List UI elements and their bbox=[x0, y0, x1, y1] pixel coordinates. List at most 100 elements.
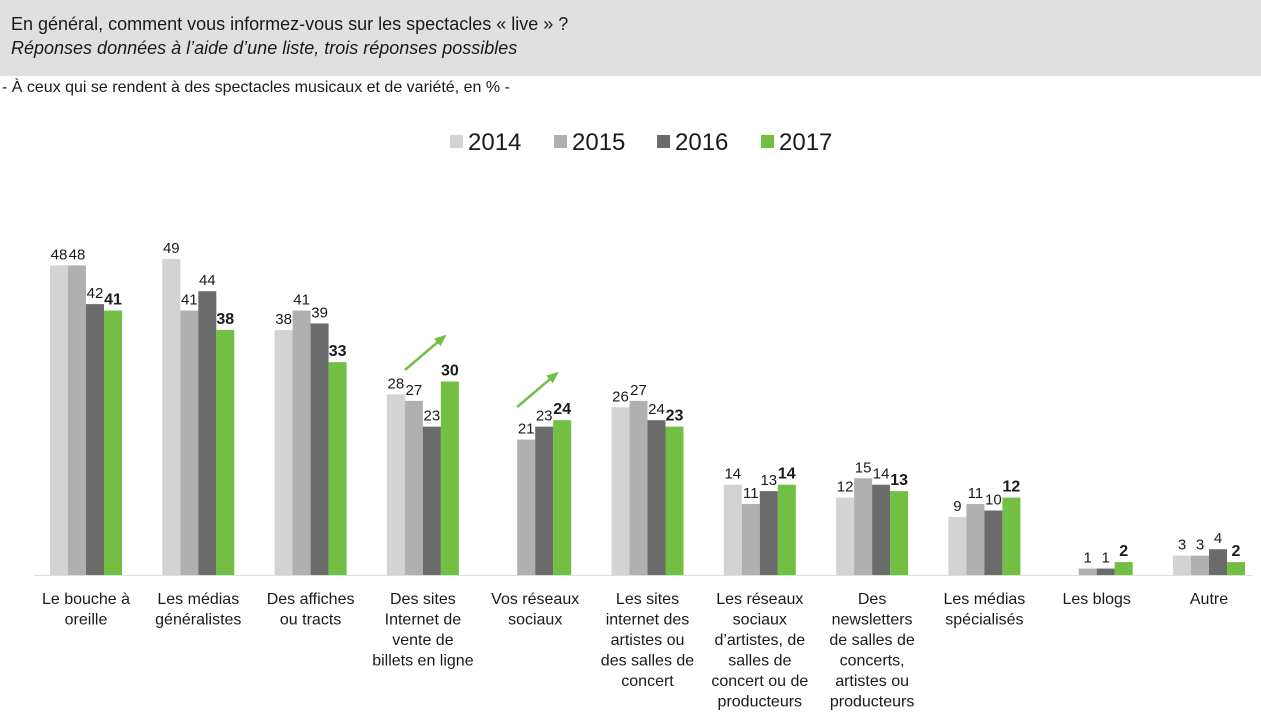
data-label-2015-8: 11 bbox=[968, 485, 984, 502]
category-label-7-5: producteurs bbox=[830, 694, 915, 711]
category-label-6-0: Les réseaux bbox=[716, 591, 803, 608]
bar-2015-1 bbox=[180, 310, 199, 575]
category-label-3-3: billets en ligne bbox=[372, 653, 474, 670]
bar-2017-7 bbox=[890, 491, 909, 575]
category-label-0-0: Le bouche à bbox=[42, 591, 130, 608]
data-label-2017-0: 41 bbox=[104, 292, 122, 309]
bar-2015-3 bbox=[404, 400, 423, 575]
category-label-2-1: ou tracts bbox=[280, 612, 341, 629]
data-label-2017-6: 14 bbox=[778, 466, 796, 483]
bar-2014-8 bbox=[948, 516, 967, 575]
category-label-8-1: spécialisés bbox=[945, 612, 1023, 629]
bar-2014-1 bbox=[162, 258, 181, 575]
data-label-2014-7: 12 bbox=[837, 479, 854, 496]
bar-2015-9 bbox=[1078, 568, 1097, 575]
bar-2017-9 bbox=[1114, 562, 1133, 575]
bar-2015-10 bbox=[1191, 555, 1209, 575]
bar-2016-4 bbox=[535, 426, 554, 575]
category-label-7-4: artistes ou bbox=[835, 673, 909, 690]
bar-2016-1 bbox=[198, 291, 217, 575]
data-label-2014-5: 26 bbox=[612, 388, 629, 405]
bar-2017-3 bbox=[440, 381, 459, 575]
data-label-2017-2: 33 bbox=[329, 343, 347, 360]
category-label-6-1: sociaux bbox=[733, 612, 787, 629]
bar-2014-3 bbox=[386, 394, 405, 575]
data-label-2014-8: 9 bbox=[953, 498, 961, 515]
data-label-2017-10: 2 bbox=[1232, 543, 1241, 560]
category-label-6-4: concert ou de bbox=[711, 673, 808, 690]
data-label-2015-9: 1 bbox=[1084, 550, 1092, 567]
bar-2017-2 bbox=[328, 362, 347, 575]
category-label-3-2: vente de bbox=[392, 632, 453, 649]
category-label-4-0: Vos réseaux bbox=[491, 591, 579, 608]
bar-2015-4 bbox=[517, 439, 536, 575]
data-label-2016-4: 23 bbox=[536, 408, 553, 425]
legend-swatch-2015 bbox=[554, 135, 567, 148]
legend-swatch-2017 bbox=[761, 135, 774, 148]
data-label-2016-3: 23 bbox=[424, 408, 441, 425]
bar-2015-8 bbox=[966, 504, 985, 575]
bar-2014-0 bbox=[50, 265, 68, 575]
data-label-2014-6: 14 bbox=[724, 466, 741, 483]
category-label-3-0: Des sites bbox=[390, 591, 456, 608]
data-label-2015-2: 41 bbox=[293, 292, 310, 309]
data-label-2015-6: 11 bbox=[743, 485, 759, 502]
category-label-3-1: Internet de bbox=[385, 612, 462, 629]
data-label-2016-9: 1 bbox=[1102, 550, 1110, 567]
data-label-2016-10: 4 bbox=[1214, 530, 1222, 547]
data-label-2016-7: 14 bbox=[873, 466, 890, 483]
category-label-9-0: Les blogs bbox=[1062, 591, 1131, 608]
data-label-2014-10: 3 bbox=[1178, 537, 1186, 554]
population-note: - À ceux qui se rendent à des spectacles… bbox=[2, 79, 510, 96]
bar-2015-0 bbox=[68, 265, 86, 575]
data-label-2017-9: 2 bbox=[1119, 543, 1128, 560]
data-label-2014-2: 38 bbox=[275, 311, 292, 328]
category-label-1-1: généralistes bbox=[155, 612, 241, 629]
data-label-2016-5: 24 bbox=[648, 401, 665, 418]
chart-question-subtitle: Réponses données à l’aide d’une liste, t… bbox=[11, 38, 518, 58]
data-label-2017-7: 13 bbox=[890, 472, 908, 489]
category-label-5-3: des salles de bbox=[601, 653, 694, 670]
data-label-2016-1: 44 bbox=[199, 272, 216, 289]
category-label-5-4: concert bbox=[621, 673, 674, 690]
data-label-2015-10: 3 bbox=[1196, 537, 1204, 554]
bar-2016-5 bbox=[647, 420, 666, 575]
bar-2017-10 bbox=[1227, 562, 1245, 575]
bar-2016-8 bbox=[984, 510, 1003, 575]
bar-2017-5 bbox=[665, 426, 684, 575]
chart-question-title: En général, comment vous informez-vous s… bbox=[11, 14, 569, 34]
bar-2017-0 bbox=[104, 310, 122, 575]
data-label-2015-4: 21 bbox=[518, 421, 535, 438]
data-label-2015-0: 48 bbox=[69, 246, 86, 263]
bar-2016-7 bbox=[872, 484, 891, 575]
bar-2016-10 bbox=[1209, 549, 1227, 575]
category-label-5-2: artistes ou bbox=[611, 632, 685, 649]
bar-2015-2 bbox=[292, 310, 311, 575]
category-label-6-3: salles de bbox=[728, 653, 791, 670]
bar-2017-8 bbox=[1002, 497, 1021, 575]
category-label-0-1: oreille bbox=[65, 612, 108, 629]
data-label-2015-5: 27 bbox=[630, 382, 647, 399]
data-label-2017-4: 24 bbox=[553, 401, 571, 418]
data-label-2014-1: 49 bbox=[163, 240, 180, 257]
data-label-2016-0: 42 bbox=[87, 285, 104, 302]
legend-swatch-2014 bbox=[450, 135, 463, 148]
data-label-2016-2: 39 bbox=[311, 304, 328, 321]
bar-2015-6 bbox=[741, 504, 760, 575]
bar-2014-6 bbox=[723, 484, 742, 575]
category-label-7-1: newsletters bbox=[832, 612, 913, 629]
category-label-6-2: d’artistes, de bbox=[714, 632, 805, 649]
legend-label-2015: 2015 bbox=[572, 129, 625, 156]
data-label-2016-8: 10 bbox=[985, 492, 1002, 509]
legend-label-2014: 2014 bbox=[468, 129, 521, 156]
data-label-2017-3: 30 bbox=[441, 363, 459, 380]
bar-2014-2 bbox=[274, 329, 293, 575]
header-band: En général, comment vous informez-vous s… bbox=[0, 0, 1261, 76]
bar-2016-3 bbox=[422, 426, 441, 575]
data-label-2014-0: 48 bbox=[51, 246, 68, 263]
bar-2016-2 bbox=[310, 323, 329, 575]
bar-2017-4 bbox=[553, 420, 572, 575]
bar-2015-7 bbox=[854, 478, 873, 575]
data-label-2017-5: 23 bbox=[666, 408, 684, 425]
